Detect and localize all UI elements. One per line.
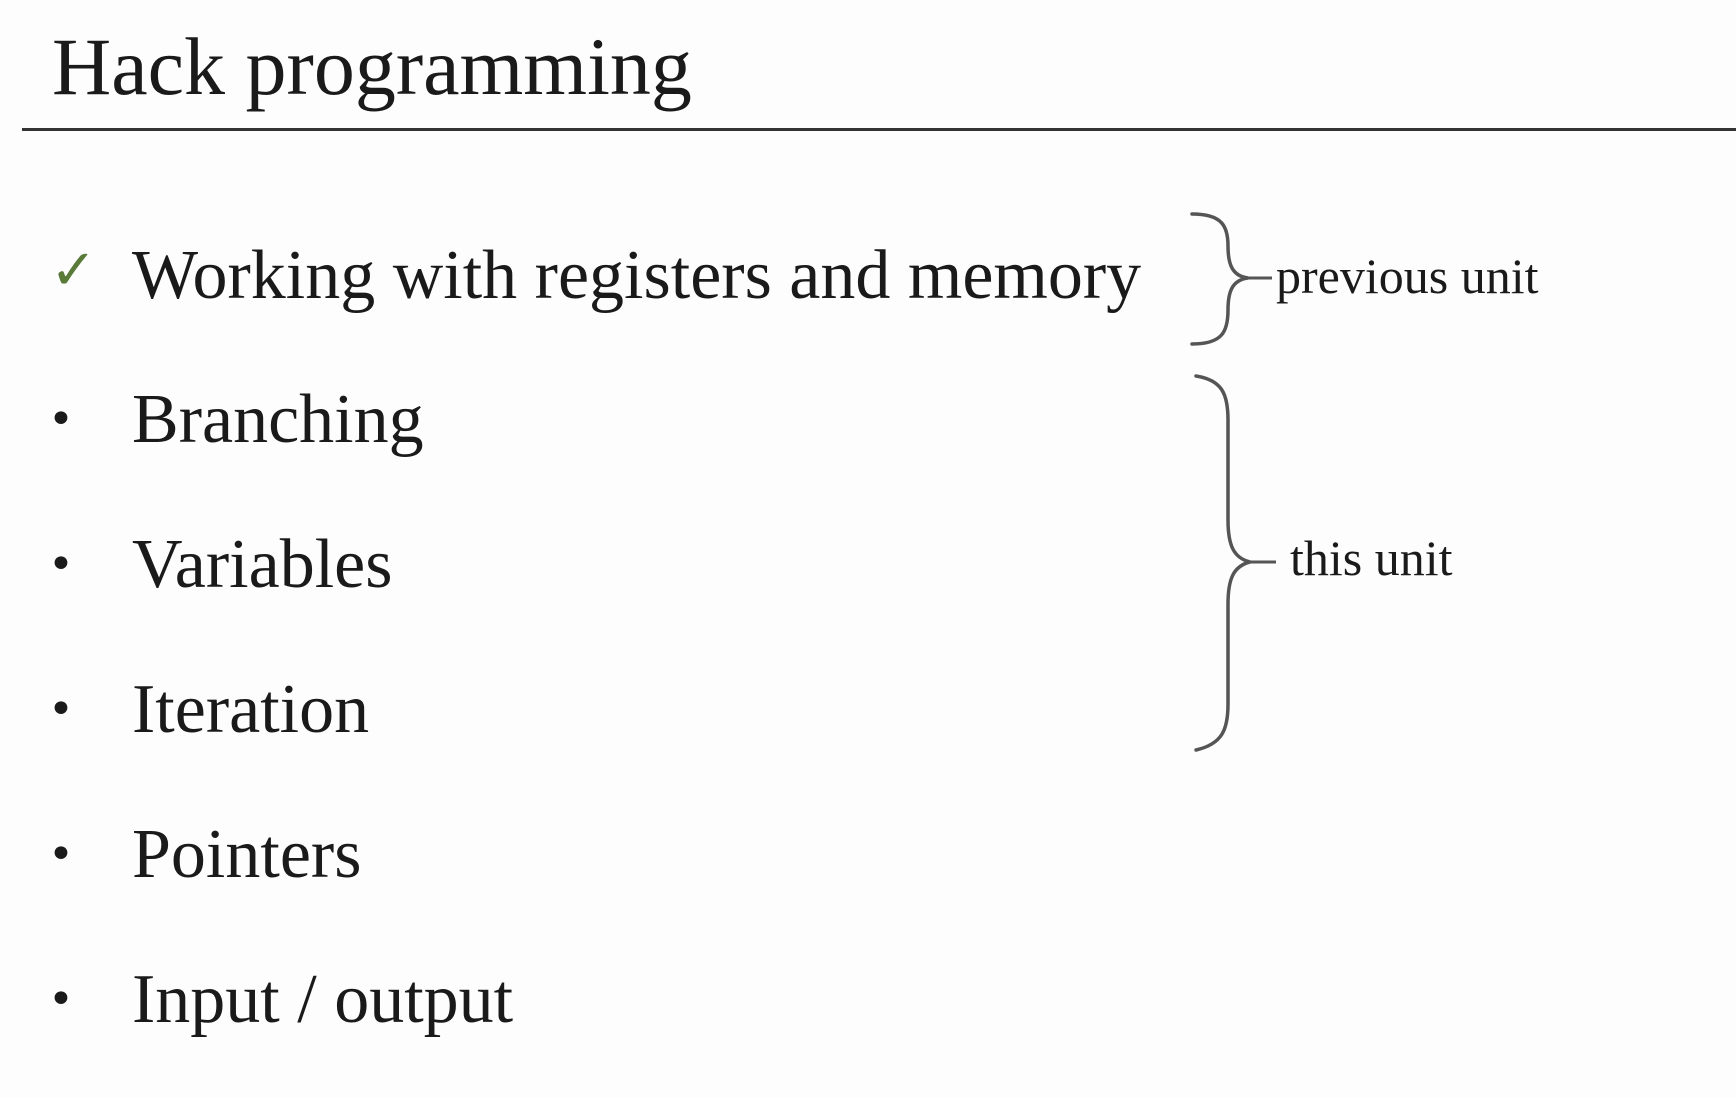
brace-this-unit bbox=[1194, 374, 1251, 752]
list-item-label: Variables bbox=[132, 526, 393, 603]
this-unit-label: this unit bbox=[1290, 530, 1453, 586]
bullet-icon: • bbox=[48, 684, 74, 735]
brace-previous-unit bbox=[1190, 212, 1249, 346]
previous-unit-label: previous unit bbox=[1276, 248, 1539, 304]
list-item-label: Branching bbox=[132, 381, 424, 458]
list-item-label: Working with registers and memory bbox=[132, 237, 1142, 314]
list-item-label: Pointers bbox=[132, 816, 362, 893]
bullet-icon: • bbox=[48, 394, 74, 445]
checkmark-icon: ✓ bbox=[50, 238, 97, 303]
bullet-icon: • bbox=[48, 539, 74, 590]
list-item-label: Input / output bbox=[132, 961, 514, 1038]
slide-title: Hack programming bbox=[52, 21, 692, 112]
list-item-label: Iteration bbox=[132, 671, 370, 748]
bullet-icon: • bbox=[48, 829, 74, 880]
title-underline bbox=[22, 128, 1736, 131]
bullet-icon: • bbox=[48, 974, 74, 1025]
